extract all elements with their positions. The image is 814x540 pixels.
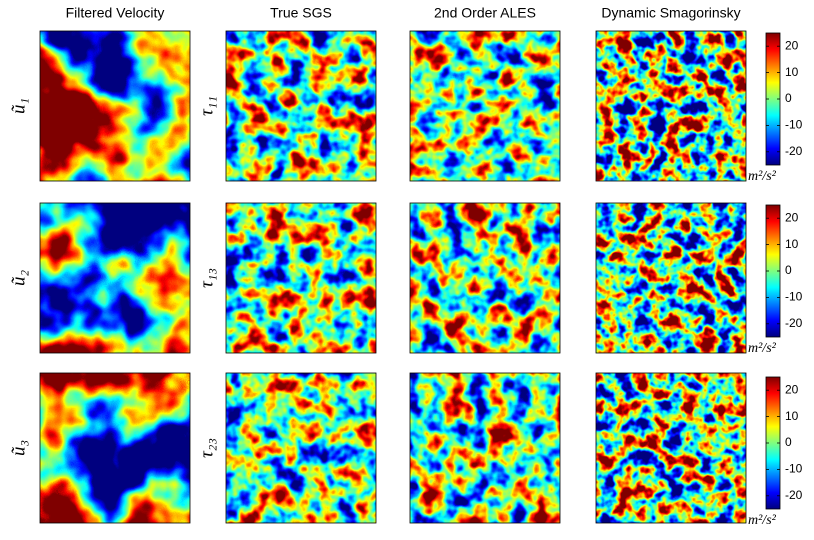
colorbar-tick-label: -20 (785, 488, 803, 502)
field-panel (226, 203, 376, 353)
column-title: Dynamic Smagorinsky (601, 5, 740, 21)
colorbar-tick-label: 0 (785, 91, 792, 105)
field-panel (410, 203, 560, 353)
colorbar-tick-label: -20 (785, 144, 803, 158)
field-panel (226, 373, 376, 523)
field-panel (40, 203, 190, 353)
column-title: 2nd Order ALES (434, 5, 536, 21)
colorbar-tick-label: -10 (785, 462, 803, 476)
colorbar-tick-label: 10 (785, 409, 799, 423)
colorbar-tick-label: 20 (785, 38, 799, 52)
colorbar-tick-label: 10 (785, 65, 799, 79)
column-title: Filtered Velocity (66, 5, 165, 21)
figure: Filtered Velocity True SGS 2nd Order ALES D… (0, 0, 814, 540)
velocity-label: ũ₂ (8, 270, 29, 287)
colorbar-tick-label: 0 (785, 435, 792, 449)
field-panel (596, 203, 746, 353)
colorbar-tick-label: -10 (785, 118, 803, 132)
field-panel (410, 373, 560, 523)
field-panel (40, 373, 190, 523)
stress-label: τ₁₁ (196, 96, 217, 116)
colorbar-tick-label: -20 (785, 316, 803, 330)
colorbar-tick-label: 0 (785, 263, 792, 277)
field-panel (596, 31, 746, 181)
colorbar-unit: m²/s² (748, 341, 777, 356)
colorbar-tick-label: 10 (785, 237, 799, 251)
colorbar-unit: m²/s² (748, 169, 777, 184)
colorbar-tick-label: 20 (785, 210, 799, 224)
colorbar-tick-label: -10 (785, 290, 803, 304)
field-panel (410, 31, 560, 181)
velocity-label: ũ₃ (8, 440, 29, 456)
field-panel (596, 373, 746, 523)
column-title: True SGS (270, 5, 332, 21)
velocity-label: ũ₁ (8, 98, 29, 114)
stress-label: τ₁₃ (196, 268, 217, 288)
colorbar-tick-label: 20 (785, 382, 799, 396)
field-panel (226, 31, 376, 181)
colorbar-unit: m²/s² (748, 513, 777, 528)
stress-label: τ₂₃ (196, 438, 217, 458)
field-panel (40, 31, 190, 181)
